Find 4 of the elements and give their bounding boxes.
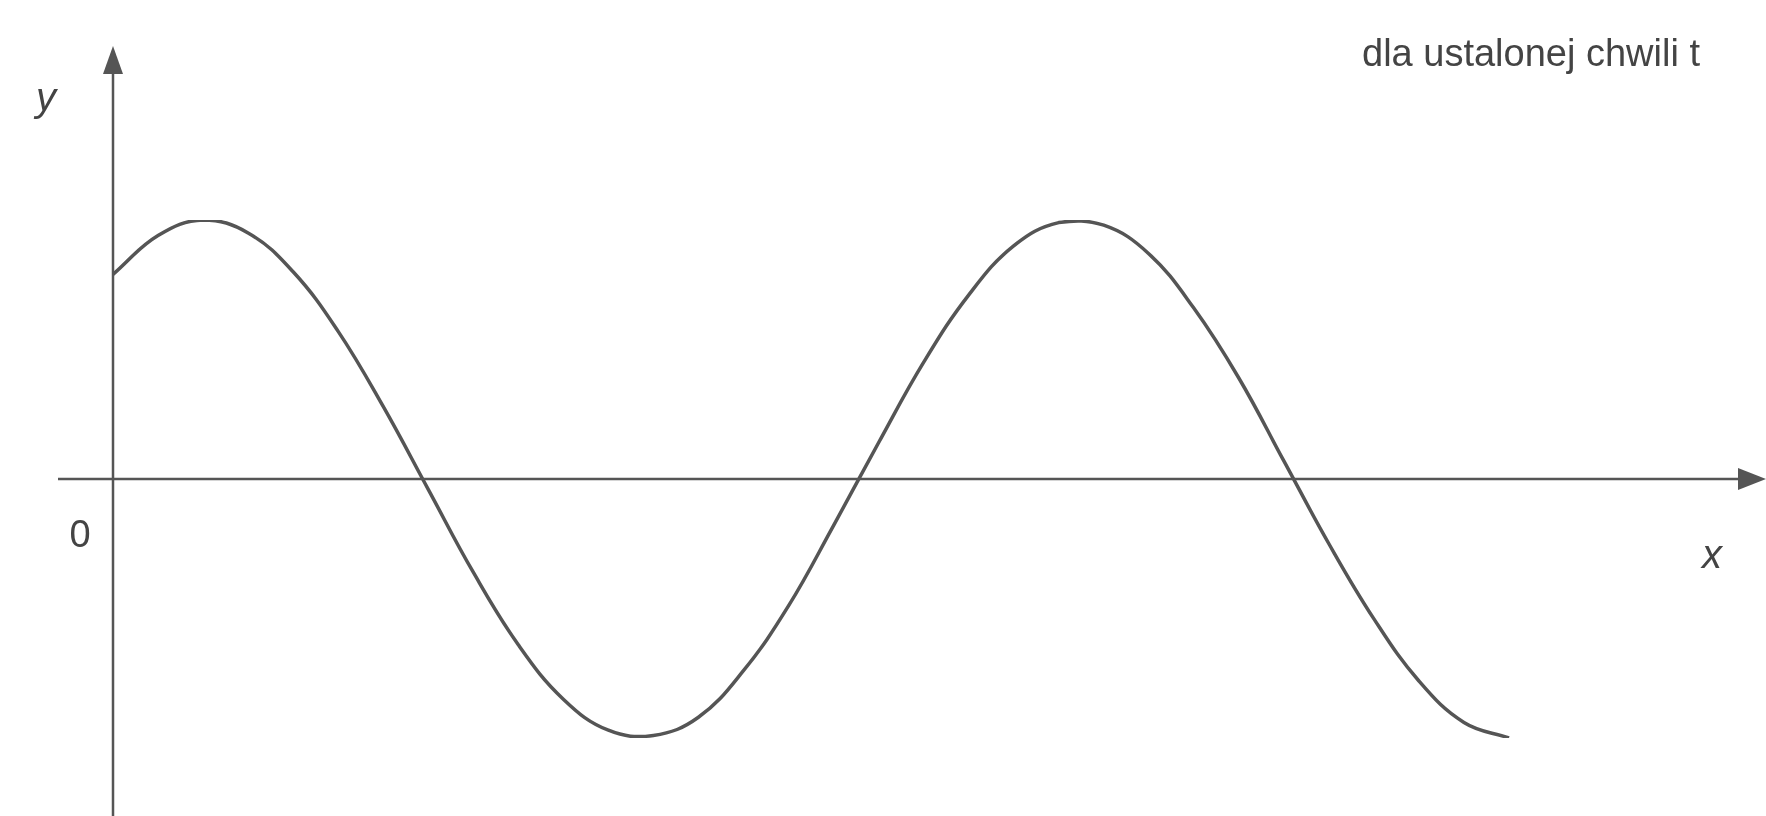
chart-title: dla ustalonej chwili t bbox=[1362, 32, 1701, 75]
annotation: 0 bbox=[69, 513, 91, 556]
x-axis-title: x bbox=[1700, 532, 1724, 577]
y-axis-title: y bbox=[33, 75, 59, 120]
